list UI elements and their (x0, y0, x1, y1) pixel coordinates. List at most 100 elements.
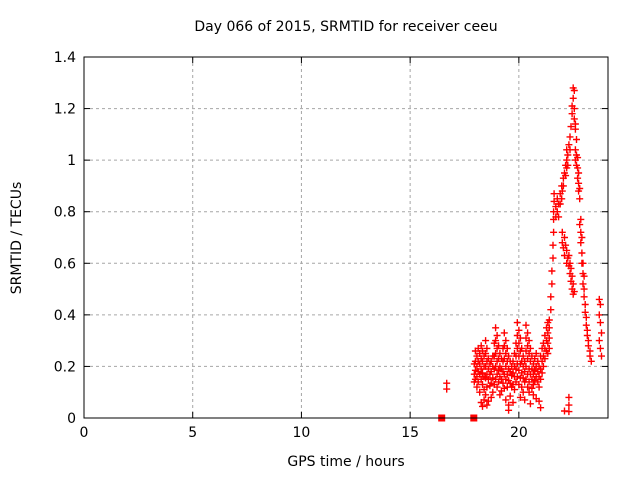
data-point (482, 391, 490, 399)
data-point (570, 288, 578, 296)
data-point (519, 352, 527, 360)
data-point (548, 280, 556, 288)
data-point (484, 397, 492, 405)
data-point (518, 344, 526, 352)
data-point (545, 334, 553, 342)
data-point (544, 339, 552, 347)
data-point (582, 313, 590, 321)
data-point (487, 393, 495, 401)
data-point (482, 350, 490, 357)
data-point (570, 87, 578, 94)
data-point (573, 136, 580, 143)
data-point (545, 324, 553, 332)
data-point (513, 319, 521, 327)
data-point (549, 241, 557, 249)
data-point (583, 332, 591, 339)
data-point (521, 396, 529, 404)
data-point (535, 397, 543, 405)
data-point (511, 386, 518, 394)
data-point (558, 228, 566, 236)
data-point (538, 369, 546, 377)
data-point (569, 94, 577, 102)
y-tick-label: 0.2 (54, 359, 76, 375)
grid-layer (84, 57, 608, 418)
data-point (489, 388, 497, 396)
data-point (587, 357, 595, 365)
data-point (550, 228, 558, 236)
data-point (598, 352, 605, 360)
data-point (535, 383, 543, 391)
data-point (563, 246, 571, 254)
data-point (574, 174, 582, 182)
data-point (562, 172, 570, 180)
axes-layer (83, 56, 609, 419)
data-point (576, 195, 584, 203)
data-point (575, 179, 583, 187)
data-point (577, 239, 585, 247)
data-point (558, 195, 566, 203)
data-point (595, 295, 603, 303)
data-point (484, 375, 492, 383)
data-point (529, 381, 537, 388)
data-point (513, 373, 521, 381)
data-point (580, 285, 588, 293)
data-point (584, 342, 592, 350)
data-point (537, 375, 545, 383)
data-point (502, 396, 510, 404)
data-point (596, 319, 604, 327)
data-point (539, 362, 547, 370)
data-point (506, 392, 514, 400)
data-point (578, 249, 586, 257)
data-point (545, 316, 553, 324)
data-point (515, 339, 523, 347)
data-point (580, 293, 588, 301)
data-point (544, 329, 552, 337)
data-point (566, 133, 574, 141)
data-point (596, 344, 604, 352)
data-point (505, 352, 513, 360)
data-point (574, 164, 582, 172)
data-point (524, 329, 532, 337)
data-point (525, 388, 533, 396)
data-point (526, 400, 534, 408)
data-point (509, 357, 517, 365)
data-point (553, 208, 561, 216)
chart-title: Day 066 of 2015, SRMTID for receiver cee… (194, 19, 497, 35)
data-point (562, 241, 570, 249)
data-point (548, 267, 556, 275)
y-axis-label: SRMTID / TECUs (9, 182, 25, 295)
y-tick-label: 1.2 (54, 102, 76, 118)
plot-frame (83, 56, 609, 419)
y-tick-label: 0.4 (54, 308, 76, 324)
data-point (487, 357, 495, 365)
x-tick-label: 10 (293, 425, 311, 441)
data-point (549, 254, 557, 262)
x-tick-label: 0 (80, 425, 89, 441)
data-point (443, 385, 451, 393)
data-point (496, 350, 504, 357)
data-point (565, 252, 573, 259)
data-point (522, 321, 530, 329)
data-point (576, 185, 584, 192)
data-point (578, 234, 586, 241)
data-point (568, 272, 576, 280)
data-point (547, 306, 555, 314)
data-point (582, 321, 590, 329)
data-point (476, 388, 484, 396)
data-point (571, 125, 579, 133)
data-point (531, 366, 539, 374)
data-point (558, 187, 566, 195)
data-point (595, 337, 603, 345)
data-point (509, 369, 517, 377)
data-point (529, 391, 537, 399)
data-point (570, 105, 578, 113)
data-point (564, 161, 572, 169)
data-point (556, 200, 564, 208)
data-point (569, 280, 577, 288)
data-point (528, 384, 536, 392)
data-point (483, 344, 491, 352)
data-point (544, 350, 552, 357)
data-point (519, 388, 527, 396)
y-tick-label: 0.8 (54, 205, 76, 221)
data-point (555, 213, 563, 221)
